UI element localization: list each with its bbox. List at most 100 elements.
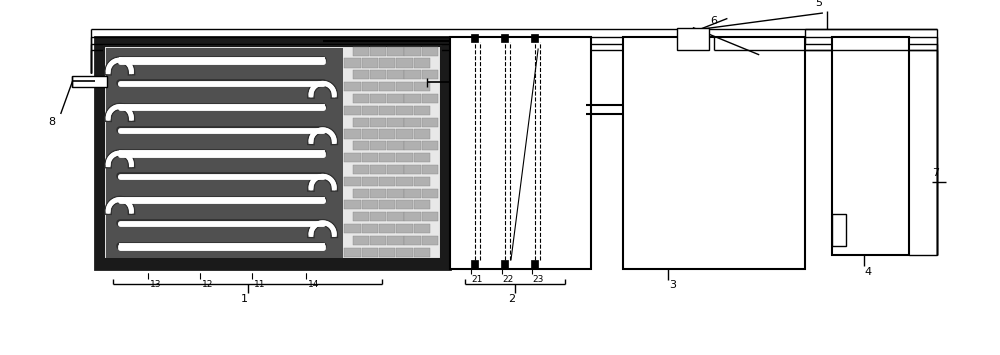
Bar [106,49,343,258]
Bar [362,248,378,257]
Bar [353,47,369,56]
Text: 23: 23 [533,275,544,284]
Bar [379,153,395,162]
Bar [396,130,413,138]
Bar [414,153,430,162]
Bar [370,118,386,127]
Bar [422,165,438,174]
Bar [362,153,378,162]
Text: 7: 7 [932,168,939,178]
Bar [344,248,361,257]
Bar [379,248,395,257]
Bar [353,118,369,127]
Bar [344,177,361,186]
Bar [623,37,805,269]
Text: 11: 11 [253,279,265,289]
Bar [387,189,404,198]
Bar [832,214,846,246]
Bar [396,106,413,115]
Bar [414,224,430,233]
Bar [370,70,386,80]
Bar [387,118,404,127]
Bar [404,47,421,56]
Bar [404,70,421,80]
Bar [379,82,395,91]
Bar [531,261,538,269]
Bar [414,130,430,138]
Text: 1: 1 [240,294,247,304]
Bar [387,236,404,245]
Bar [353,236,369,245]
Text: 13: 13 [150,279,161,289]
Text: 21: 21 [472,275,483,284]
Bar [387,70,404,80]
Bar [422,94,438,103]
Bar [353,94,369,103]
Bar [353,165,369,174]
Text: 8: 8 [48,117,55,127]
Bar [362,200,378,209]
Bar [362,177,378,186]
Bar [362,106,378,115]
Bar [370,165,386,174]
Bar [414,200,430,209]
Bar [414,248,430,257]
Bar [422,70,438,80]
Bar [104,46,441,260]
Bar [501,261,508,269]
Bar [379,224,395,233]
Bar [396,153,413,162]
Bar [379,106,395,115]
Bar [396,248,413,257]
Bar [404,236,421,245]
Bar [379,200,395,209]
Bar [344,153,361,162]
Bar [353,189,369,198]
Bar [422,118,438,127]
Text: 12: 12 [202,279,213,289]
Bar [396,59,413,67]
Text: 2: 2 [508,294,515,304]
Bar [387,94,404,103]
Text: 5: 5 [815,0,822,7]
Text: 14: 14 [308,279,319,289]
Bar [379,59,395,67]
Bar [370,47,386,56]
Bar [353,141,369,150]
Bar [353,70,369,80]
Bar [471,261,478,269]
Bar [344,106,361,115]
Bar [370,94,386,103]
Bar [387,47,404,56]
Bar [396,200,413,209]
Bar [531,34,538,42]
Bar [396,224,413,233]
Bar [344,82,361,91]
Bar [362,130,378,138]
Bar [422,189,438,198]
Bar [404,189,421,198]
Bar [422,212,438,221]
Bar [387,165,404,174]
Bar [414,177,430,186]
Bar [832,37,909,255]
Bar [379,130,395,138]
Bar [370,141,386,150]
Bar [72,76,107,87]
Bar [471,34,478,42]
Bar [362,82,378,91]
Bar [404,165,421,174]
Bar [404,94,421,103]
Bar [387,141,404,150]
Bar [404,141,421,150]
Bar [370,189,386,198]
Bar [396,177,413,186]
Text: 4: 4 [865,267,872,277]
Bar [344,59,361,67]
Bar [387,212,404,221]
Text: 3: 3 [669,280,676,290]
Bar [414,59,430,67]
Bar [344,130,361,138]
Bar [370,212,386,221]
Bar [344,224,361,233]
